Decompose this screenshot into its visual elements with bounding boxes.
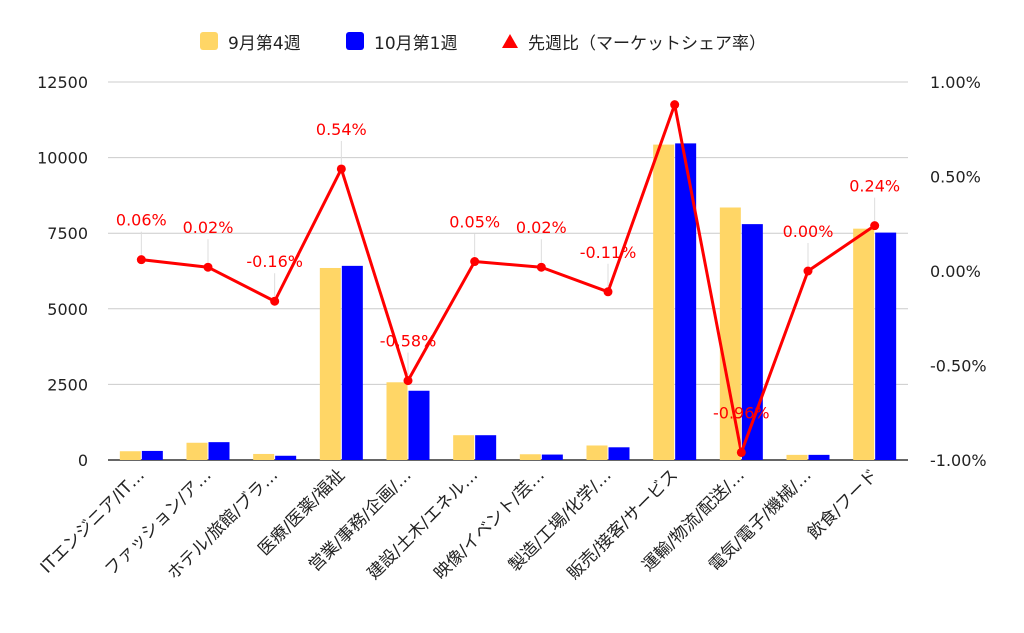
y-left-tick-label: 2500 xyxy=(47,375,88,394)
bar-series-2 xyxy=(208,442,230,460)
bar-series-1 xyxy=(186,442,208,460)
y-left-tick-label: 5000 xyxy=(47,300,88,319)
line-point xyxy=(203,262,213,272)
bar-series-1 xyxy=(719,207,741,460)
line-point xyxy=(403,376,413,386)
legend-item-series-2: 10月第1週 xyxy=(346,28,457,54)
bar-series-2 xyxy=(808,454,830,460)
legend-swatch-series-1 xyxy=(200,32,218,50)
bar-series-1 xyxy=(453,435,475,460)
y-left-tick-label: 10000 xyxy=(37,149,88,168)
bar-series-2 xyxy=(541,454,563,460)
bar-series-1 xyxy=(386,382,408,460)
line-point xyxy=(536,262,546,272)
bar-series-2 xyxy=(408,390,430,460)
bar-series-1 xyxy=(853,228,875,460)
bar-series-2 xyxy=(741,224,763,460)
bar-series-2 xyxy=(875,232,897,460)
line-point xyxy=(336,164,346,174)
bar-series-1 xyxy=(786,454,808,460)
bar-series-2 xyxy=(475,435,497,460)
legend-label-series-2: 10月第1週 xyxy=(374,33,458,54)
y-left-tick-label: 0 xyxy=(78,451,88,470)
bar-series-2 xyxy=(275,455,297,460)
data-label: 0.54% xyxy=(316,120,367,139)
data-label: -0.96% xyxy=(713,403,770,422)
x-category-label: 飲食/フード xyxy=(804,465,882,543)
legend-label-series-1: 9月第4週 xyxy=(228,33,301,54)
y-left-tick-label: 7500 xyxy=(47,224,88,243)
line-point xyxy=(603,287,613,297)
line-point xyxy=(803,266,813,276)
data-label: 0.24% xyxy=(849,177,900,196)
data-label: 0.02% xyxy=(183,218,234,237)
data-label: 0.06% xyxy=(116,211,167,230)
line-point xyxy=(270,296,280,306)
data-label: 0.02% xyxy=(516,218,567,237)
bar-series-2 xyxy=(608,447,630,460)
x-category-label: ホテル/旅館/ブラ… xyxy=(163,465,282,584)
legend-label-series-3: 先週比（マーケットシェア率） xyxy=(528,33,766,54)
data-label: -0.11% xyxy=(580,243,637,262)
bar-series-2 xyxy=(341,265,363,460)
legend-triangle-icon xyxy=(502,34,518,48)
data-label: 0.05% xyxy=(449,213,500,232)
y-right-tick-label: 0.00% xyxy=(930,262,981,281)
line-point xyxy=(870,221,880,231)
bar-series-1 xyxy=(519,454,541,460)
line-series xyxy=(141,103,876,454)
bar-series-1 xyxy=(653,144,675,460)
x-category-label: 映像/イベント/芸… xyxy=(430,465,548,583)
x-category-label: 建設/土木/エネル… xyxy=(364,465,482,583)
line-point xyxy=(736,447,746,457)
data-label: -0.58% xyxy=(380,332,437,351)
bar-series-2 xyxy=(675,143,697,460)
bar-series-2 xyxy=(141,450,163,460)
legend-swatch-series-2 xyxy=(346,32,364,50)
bar-series-1 xyxy=(119,451,141,460)
line-point xyxy=(136,255,146,265)
data-label: -0.16% xyxy=(246,252,303,271)
y-right-tick-label: 1.00% xyxy=(930,73,981,92)
data-label: 0.00% xyxy=(783,222,834,241)
legend-item-series-3: 先週比（マーケットシェア率） xyxy=(502,28,766,54)
bar-series-1 xyxy=(253,453,275,460)
y-right-tick-label: -0.50% xyxy=(930,357,987,376)
legend-item-series-1: 9月第4週 xyxy=(200,28,301,54)
x-category-label: 販売/接客/サービス xyxy=(564,465,682,583)
bar-series-1 xyxy=(586,445,608,460)
y-right-tick-label: 0.50% xyxy=(930,168,981,187)
y-left-tick-label: 12500 xyxy=(37,73,88,92)
line-point xyxy=(470,257,480,267)
line-point xyxy=(670,100,680,110)
y-right-tick-label: -1.00% xyxy=(930,451,987,470)
bar-series-1 xyxy=(319,267,341,460)
